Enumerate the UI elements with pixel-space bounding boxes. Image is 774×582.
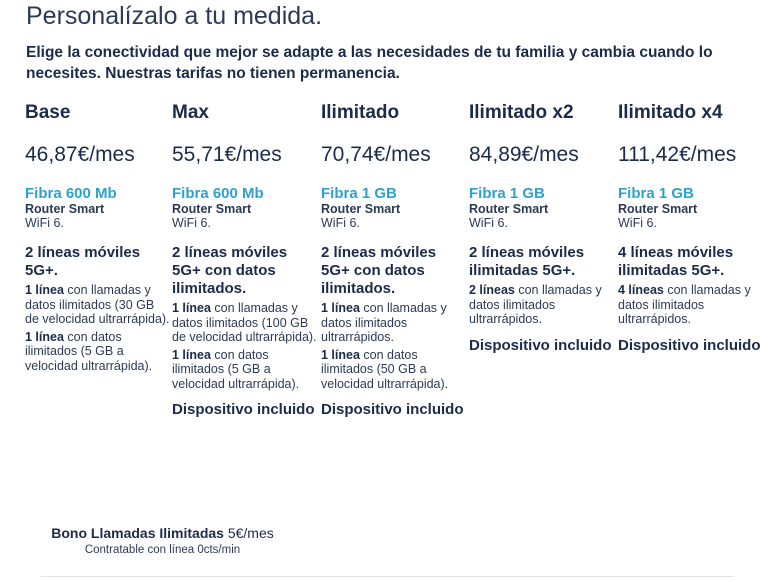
- line-detail: 1 línea con datos ilimitados (5 GB a vel…: [172, 348, 317, 392]
- plan-card-ilimitado: Ilimitado 70,74€/mes Fibra 1 GB Router S…: [321, 102, 466, 419]
- router-label: Router Smart: [321, 202, 401, 216]
- mobile-lines-title: 2 líneas móviles ilimitadas 5G+.: [469, 244, 585, 279]
- line-count: 2 líneas: [469, 283, 515, 297]
- router-label: Router Smart: [618, 202, 698, 216]
- line-count: 1 línea: [321, 301, 360, 315]
- plan-name: Base: [25, 102, 71, 123]
- line-detail: 4 líneas con llamadas y datos ilimitados…: [618, 283, 763, 327]
- line-count: 4 líneas: [618, 283, 664, 297]
- bono-llamadas: Bono Llamadas Ilimitadas 5€/mes Contrata…: [40, 525, 285, 556]
- router-sub: WiFi 6.: [618, 216, 657, 230]
- fiber-speed: Fibra 1 GB: [618, 185, 694, 202]
- mobile-lines-title: 2 líneas móviles 5G+.: [25, 244, 141, 279]
- line-count: 1 línea: [172, 301, 211, 315]
- plan-card-ilimitado-x4: Ilimitado x4 111,42€/mes Fibra 1 GB Rout…: [618, 102, 763, 355]
- device-included: Dispositivo incluido: [321, 401, 464, 418]
- plan-price: 55,71€/mes: [172, 143, 282, 166]
- fiber-speed: Fibra 1 GB: [321, 185, 397, 202]
- intro-text: Elige la conectividad que mejor se adapt…: [26, 44, 713, 82]
- router-sub: WiFi 6.: [172, 216, 211, 230]
- bono-note: Contratable con línea 0cts/min: [84, 544, 241, 556]
- line-count: 1 línea: [321, 347, 360, 362]
- router-label: Router Smart: [25, 202, 105, 216]
- line-detail: 1 línea con llamadas y datos ilimitados …: [172, 301, 317, 345]
- line-detail: 1 línea con llamadas y datos ilimitados …: [25, 283, 170, 327]
- line-detail-text: con llamadas y datos ilimitados (100 GB …: [172, 301, 317, 344]
- plan-card-max: Max 55,71€/mes Fibra 600 Mb Router Smart…: [172, 102, 317, 419]
- line-detail-text: con datos ilimitados (5 GB a velocidad u…: [25, 329, 153, 373]
- line-detail-text: con llamadas y datos ilimitados ultrarrá…: [469, 283, 602, 326]
- plan-price: 46,87€/mes: [25, 143, 135, 166]
- fiber-speed: Fibra 600 Mb: [25, 185, 117, 202]
- device-included: Dispositivo incluido: [618, 336, 761, 354]
- bono-label: Bono Llamadas Ilimitadas: [51, 525, 224, 541]
- router-label: Router Smart: [469, 202, 549, 216]
- line-count: 1 línea: [172, 347, 211, 362]
- bono-price: 5€/mes: [223, 525, 274, 541]
- line-detail: 2 líneas con llamadas y datos ilimitados…: [469, 283, 614, 327]
- router-label: Router Smart: [172, 202, 252, 216]
- router-sub: WiFi 6.: [469, 216, 508, 230]
- line-detail: 1 línea con llamadas y datos ilimitados …: [321, 301, 466, 345]
- plan-card-base: Base 46,87€/mes Fibra 600 Mb Router Smar…: [25, 102, 170, 373]
- plan-price: 111,42€/mes: [618, 143, 737, 166]
- device-included: Dispositivo incluido: [469, 336, 612, 354]
- router-sub: WiFi 6.: [321, 216, 360, 230]
- line-detail: 1 línea con datos ilimitados (5 GB a vel…: [25, 330, 170, 374]
- page-title: Personalízalo a tu medida.: [26, 2, 323, 30]
- plan-card-ilimitado-x2: Ilimitado x2 84,89€/mes Fibra 1 GB Route…: [469, 102, 614, 355]
- fiber-speed: Fibra 1 GB: [469, 185, 545, 202]
- line-detail-text: con llamadas y datos ilimitados ultrarrá…: [618, 283, 751, 326]
- line-detail: 1 línea con datos ilimitados (50 GB a ve…: [321, 348, 466, 392]
- mobile-lines-title: 2 líneas móviles 5G+ con datos ilimitado…: [172, 244, 288, 297]
- plan-price: 70,74€/mes: [321, 143, 431, 166]
- fiber-speed: Fibra 600 Mb: [172, 185, 264, 202]
- plan-name: Ilimitado: [321, 102, 400, 123]
- line-detail-text: con datos ilimitados (50 GB a velocidad …: [321, 347, 449, 391]
- plan-name: Ilimitado x4: [618, 102, 723, 123]
- mobile-lines-title: 4 líneas móviles ilimitadas 5G+.: [618, 244, 734, 279]
- line-count: 1 línea: [25, 329, 64, 344]
- bono-title: Bono Llamadas Ilimitadas 5€/mes: [40, 525, 285, 541]
- line-detail-text: con llamadas y datos ilimitados ultrarrá…: [321, 301, 447, 344]
- divider: [40, 576, 734, 577]
- line-count: 1 línea: [25, 283, 64, 297]
- line-detail-text: con llamadas y datos ilimitados (30 GB d…: [25, 283, 170, 326]
- router-sub: WiFi 6.: [25, 216, 64, 230]
- plan-price: 84,89€/mes: [469, 143, 579, 166]
- device-included: Dispositivo incluido: [172, 401, 315, 418]
- line-detail-text: con datos ilimitados (5 GB a velocidad u…: [172, 347, 300, 391]
- plan-name: Ilimitado x2: [469, 102, 574, 123]
- plan-name: Max: [172, 102, 209, 123]
- mobile-lines-title: 2 líneas móviles 5G+ con datos ilimitado…: [321, 244, 437, 297]
